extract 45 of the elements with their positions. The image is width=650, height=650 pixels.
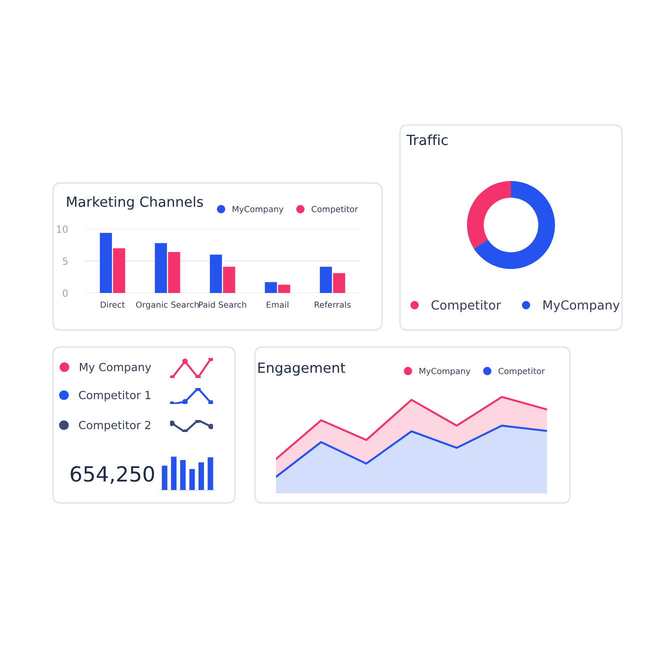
bar [180, 460, 186, 490]
bar [162, 466, 168, 490]
text: 654,250 [70, 466, 154, 484]
legend-label: Competitor 1 [78, 390, 150, 402]
bar [171, 456, 176, 490]
x-tick-label: Referrals [314, 301, 351, 308]
bar [154, 243, 167, 293]
point [170, 420, 175, 426]
y-tick-label: 10 [57, 225, 68, 233]
legend-label: Competitor [312, 206, 358, 214]
x-tick-label: Email [266, 301, 288, 308]
bar [223, 266, 236, 293]
bar [168, 252, 180, 293]
bar [320, 266, 332, 293]
bar [198, 462, 204, 490]
bar [100, 232, 112, 293]
chart-title: Traffic [406, 134, 448, 146]
chart-title: Engagement [258, 362, 346, 376]
bar [113, 248, 126, 293]
bar [208, 457, 214, 490]
point [208, 424, 213, 430]
y-tick-label: 0 [62, 289, 68, 297]
legend-label: Competitor 2 [78, 420, 150, 432]
x-tick-label: Paid Search [199, 301, 246, 308]
legend-label: My Company [80, 362, 152, 374]
bar [264, 282, 277, 293]
bar [278, 284, 290, 293]
point [182, 399, 188, 404]
legend-label: Competitor [432, 300, 502, 312]
x-tick-label: Direct [100, 301, 125, 308]
bar [189, 469, 195, 490]
legend-label: MyCompany [232, 206, 284, 214]
point [182, 358, 188, 364]
donut-slice [467, 181, 511, 249]
bar [333, 273, 346, 293]
legend-label: MyCompany [420, 368, 470, 376]
point [208, 358, 213, 362]
legend-label: MyCompany [544, 300, 620, 312]
chart-title: Marketing Channels [67, 196, 203, 210]
donut-slice [474, 181, 555, 269]
x-tick-label: Organic Search [136, 301, 199, 310]
bar [210, 254, 222, 293]
y-tick-label: 5 [62, 258, 68, 265]
point [208, 400, 213, 404]
legend-label: Competitor [498, 368, 545, 376]
